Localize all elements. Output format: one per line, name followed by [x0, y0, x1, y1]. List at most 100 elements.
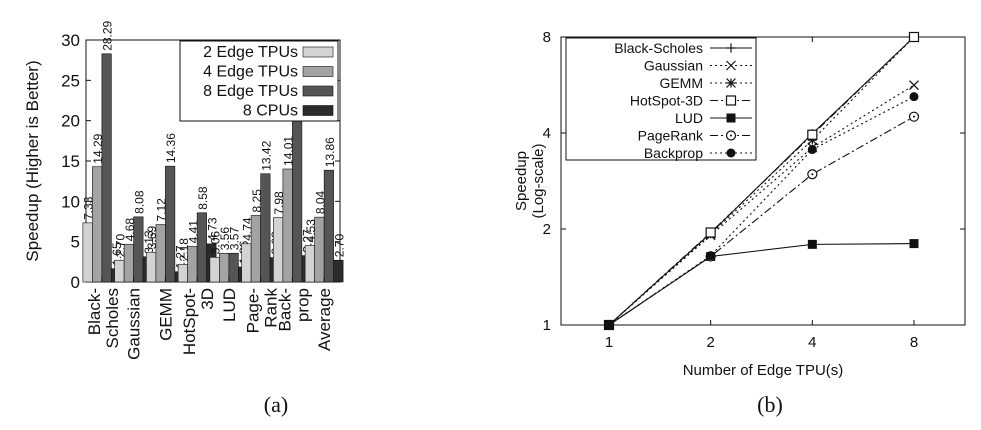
series-line	[608, 116, 915, 326]
bar-value-label: 13.86	[323, 137, 337, 167]
marker-square-filled	[909, 239, 919, 249]
bar	[155, 224, 166, 283]
legend-swatch	[302, 66, 334, 77]
bar	[314, 216, 325, 283]
bar	[250, 215, 261, 283]
y-axis-label: Speedup(Log-scale)	[513, 143, 547, 218]
y-tick-label: 15	[61, 152, 80, 171]
y-axis-label-line: (Log-scale)	[530, 143, 547, 218]
legend-box	[565, 37, 757, 161]
x-tick-label: 1	[605, 334, 613, 351]
x-tick-label-line: 3D	[198, 288, 217, 310]
marker-star	[726, 78, 736, 88]
marker-circle-open-dot	[730, 134, 732, 137]
bar-value-label: 1.65	[110, 242, 124, 266]
marker-x	[909, 80, 919, 91]
marker-star	[807, 135, 818, 146]
y-tick-label: 10	[61, 192, 80, 211]
x-tick-label: HotSpot-3D	[180, 288, 217, 355]
bar	[323, 169, 334, 283]
legend-label: LUD	[675, 110, 703, 126]
bar	[177, 264, 188, 283]
bar	[209, 257, 220, 283]
legend-label: 4 Edge TPUs	[203, 64, 298, 81]
bar	[146, 251, 157, 283]
bar-value-label: 8.08	[132, 190, 146, 214]
bar	[304, 245, 315, 283]
bar-value-label: 8.58	[196, 186, 210, 210]
bar	[165, 165, 176, 283]
bar	[273, 217, 284, 283]
marker-circle-filled	[706, 251, 716, 261]
marker-circle-open-dot	[811, 173, 814, 176]
x-tick-label: Back-prop	[275, 288, 312, 331]
legend-label: 2 Edge TPUs	[203, 44, 298, 61]
bar	[260, 173, 271, 283]
bar-value-label: 2.70	[332, 234, 346, 258]
bar	[114, 259, 125, 283]
bar	[123, 243, 134, 283]
x-tick-label: 4	[808, 334, 816, 351]
x-axis-label: Number of Edge TPU(s)	[683, 362, 844, 379]
bar	[101, 53, 112, 283]
marker-circle-filled	[726, 148, 736, 158]
y-tick-label: 2	[543, 221, 551, 238]
y-tick-label: 5	[71, 233, 80, 252]
legend-label: 8 Edge TPUs	[203, 83, 298, 100]
bar	[292, 114, 303, 283]
x-tick-label: Page-Rank	[244, 288, 281, 334]
x-tick-label-line: GEMM	[156, 288, 175, 341]
y-axis-label: Speedup (Higher is Better)	[23, 60, 42, 261]
marker-square-open	[725, 95, 737, 106]
y-axis-label-line: Speedup	[513, 151, 530, 211]
bar-value-label: 3.57	[228, 227, 242, 251]
bar	[187, 246, 198, 283]
x-tick-label: Gaussian	[125, 288, 144, 360]
marker-circle-filled	[909, 92, 919, 102]
legend-label: GEMM	[659, 75, 703, 91]
bar	[333, 259, 344, 283]
bar	[282, 168, 293, 283]
legend-swatch	[302, 46, 334, 58]
bar	[241, 243, 252, 283]
x-tick-label-line: LUD	[220, 288, 239, 322]
legend: 2 Edge TPUs 4 Edge TPUs 8 Edge TPUs 8 CPUs	[179, 40, 339, 122]
x-tick-label-line: Black-	[85, 288, 104, 335]
x-tick-label-line: Average	[315, 288, 334, 351]
marker-circle-open-dot	[913, 115, 915, 118]
x-tick-label: GEMM	[156, 288, 175, 341]
marker-square-open	[908, 31, 920, 43]
series-line	[608, 96, 915, 326]
series-line	[608, 36, 915, 326]
x-tick-label-line: Scholes	[103, 288, 122, 348]
x-tick-label-line: Page-	[244, 288, 263, 333]
panel-caption: (a)	[264, 392, 288, 417]
legend-label: HotSpot-3D	[630, 93, 703, 109]
marker-square-filled	[807, 239, 817, 249]
legend-label: Gaussian	[644, 58, 703, 74]
legend-label: PageRank	[638, 128, 704, 144]
bar-value-label: 3.13	[142, 230, 156, 254]
x-tick-label: Black-Scholes	[85, 288, 122, 348]
y-tick-label: 8	[543, 29, 551, 46]
bar-value-label: 1.27	[174, 245, 188, 269]
legend-label: Black-Scholes	[614, 40, 703, 56]
bar-value-label: 4.73	[205, 217, 219, 241]
x-tick-label: Average	[315, 288, 334, 351]
y-tick-label: 20	[61, 112, 80, 131]
bar	[92, 166, 103, 283]
bar	[82, 222, 93, 283]
x-tick-label-line: HotSpot-	[180, 288, 199, 355]
marker-x	[726, 60, 736, 71]
y-tick-label: 25	[61, 71, 80, 90]
marker-plus	[726, 43, 736, 53]
x-tick-label-line: Rank	[262, 288, 281, 328]
x-tick-label: 2	[706, 334, 714, 351]
panel-caption: (b)	[757, 392, 783, 417]
plot-frame	[560, 36, 966, 326]
bar-value-label: 3.56	[218, 227, 232, 251]
y-tick-label: 1	[543, 317, 551, 334]
